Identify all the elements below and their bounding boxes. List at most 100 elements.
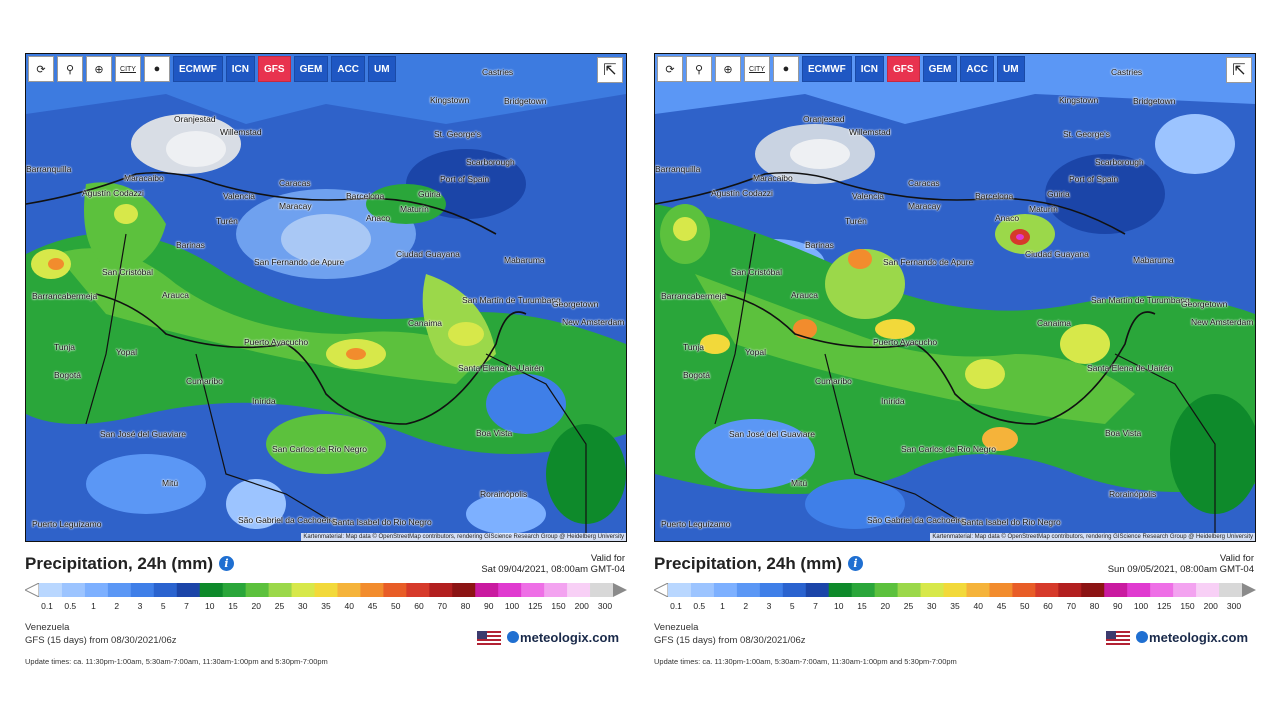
city-label: Güiria <box>418 189 441 199</box>
city-label: Kingstown <box>1059 95 1099 105</box>
info-icon[interactable]: i <box>218 556 234 571</box>
zoom-icon[interactable]: ⊕ <box>86 56 112 82</box>
legend-swatch <box>590 583 614 597</box>
legend-tick-label: 90 <box>1113 601 1123 611</box>
city-label: Castries <box>1111 67 1143 77</box>
dot-icon[interactable]: ● <box>773 56 799 82</box>
info-icon[interactable]: i <box>847 556 863 571</box>
legend-swatch <box>943 583 967 597</box>
city-label: Santa Isabel do Rio Negro <box>961 517 1061 527</box>
legend-tick-label: 30 <box>298 601 308 611</box>
legend-swatch <box>544 583 568 597</box>
model-gfs-button[interactable]: GFS <box>887 56 920 82</box>
city-label: Tunja <box>683 342 704 352</box>
legend-swatch <box>39 583 63 597</box>
update-times: Update times: ca. 11:30pm-1:00am, 5:30am… <box>25 657 328 666</box>
precipitation-field <box>655 54 1255 541</box>
meteologix-logo[interactable]: meteologix.com <box>507 630 619 645</box>
model-um-button[interactable]: UM <box>997 56 1025 82</box>
legend-swatch <box>851 583 876 597</box>
us-flag-icon[interactable] <box>477 630 502 645</box>
city-label: San José del Guaviare <box>729 429 815 439</box>
city-label: Mitú <box>791 478 808 488</box>
legend-tick-label: 5 <box>789 601 795 611</box>
city-label: Cumaribo <box>186 376 223 386</box>
precipitation-field <box>26 54 626 541</box>
city-label: Rorainópolis <box>480 489 528 499</box>
legend-swatch <box>176 583 201 597</box>
city-label: Scarborough <box>1095 157 1144 167</box>
legend-swatch <box>61 583 86 597</box>
city-label: Puerto Ayacucho <box>244 337 309 347</box>
legend-tick-label: 80 <box>460 601 471 611</box>
legend-tick-label: 1 <box>91 601 96 611</box>
city-label: Willemstad <box>849 127 891 137</box>
precipitation-map[interactable]: ⟳ ⚲ ⊕ CITY ● ECMWF ICN GFS GEM ACC UM ⇱ … <box>654 53 1256 542</box>
city-label: Oranjestad <box>803 114 845 124</box>
legend-tick-label: 70 <box>1066 601 1076 611</box>
region-label: Venezuela <box>654 622 699 633</box>
legend-tick-label: 3 <box>137 601 143 611</box>
legend-arrow-low <box>654 583 669 597</box>
legend-swatch <box>314 583 338 597</box>
globe-icon <box>1136 631 1149 643</box>
legend-tick-label: 15 <box>228 601 238 611</box>
dot-icon[interactable]: ● <box>144 56 170 82</box>
legend-arrow-high <box>613 583 627 597</box>
legend-swatch <box>475 583 499 597</box>
city-label: Port of Spain <box>440 174 490 184</box>
legend-swatch <box>805 583 830 597</box>
model-acc-button[interactable]: ACC <box>960 56 995 82</box>
meteologix-logo[interactable]: meteologix.com <box>1136 630 1248 645</box>
city-label: Maracay <box>908 201 941 211</box>
legend-swatch <box>713 583 738 597</box>
city-label: Güiria <box>1047 189 1070 199</box>
legend-swatch <box>130 583 155 597</box>
legend-tick-label: 25 <box>274 601 285 611</box>
location-pin-icon[interactable]: ⚲ <box>57 56 83 82</box>
city-label: São Gabriel da Cachoeira <box>238 515 336 525</box>
city-label: Santa Elena de Uairén <box>458 363 544 373</box>
legend-tick-label: 0.1 <box>670 601 682 611</box>
city-label: Boa Vista <box>1105 428 1142 438</box>
model-gfs-button[interactable]: GFS <box>258 56 291 82</box>
zoom-icon[interactable]: ⊕ <box>715 56 741 82</box>
refresh-icon[interactable]: ⟳ <box>28 56 54 82</box>
legend-tick-label: 30 <box>927 601 937 611</box>
share-icon[interactable]: ⇱ <box>1226 57 1252 83</box>
legend-tick-label: 150 <box>1180 601 1195 611</box>
city-toggle-icon[interactable]: CITY <box>744 56 770 82</box>
globe-icon <box>507 631 520 643</box>
valid-time: Valid for Sat 09/04/2021, 08:00am GMT-04 <box>481 553 625 575</box>
model-um-button[interactable]: UM <box>368 56 396 82</box>
city-toggle-icon[interactable]: CITY <box>115 56 141 82</box>
city-label: San Fernando de Apure <box>254 257 345 267</box>
city-label: Yopal <box>116 347 137 357</box>
city-label: Caracas <box>279 178 311 188</box>
city-label: Arauca <box>162 290 189 300</box>
city-label: Valencia <box>223 191 255 201</box>
legend-tick-label: 45 <box>367 601 378 611</box>
model-icn-button[interactable]: ICN <box>225 56 256 82</box>
location-pin-icon[interactable]: ⚲ <box>686 56 712 82</box>
model-gem-button[interactable]: GEM <box>922 56 958 82</box>
city-label: Inírida <box>252 396 276 406</box>
legend-tick-label: 50 <box>1020 601 1030 611</box>
city-label: Georgetown <box>1181 299 1228 309</box>
model-ecmwf-button[interactable]: ECMWF <box>802 56 852 82</box>
model-acc-button[interactable]: ACC <box>331 56 366 82</box>
legend-swatch <box>736 583 761 597</box>
city-label: Maracay <box>279 201 312 211</box>
legend-swatch <box>759 583 784 597</box>
model-gem-button[interactable]: GEM <box>293 56 329 82</box>
legend-tick-label: 125 <box>528 601 543 611</box>
model-run-label: GFS (15 days) from 08/30/2021/06z <box>654 635 806 646</box>
model-ecmwf-button[interactable]: ECMWF <box>173 56 223 82</box>
us-flag-icon[interactable] <box>1106 630 1131 645</box>
model-icn-button[interactable]: ICN <box>854 56 885 82</box>
city-label: San Martín de Turumbang <box>1091 295 1190 305</box>
share-icon[interactable]: ⇱ <box>597 57 623 83</box>
refresh-icon[interactable]: ⟳ <box>657 56 683 82</box>
forecast-meta: Venezuela GFS (15 days) from 08/30/2021/… <box>25 621 177 647</box>
precipitation-map[interactable]: ⟳ ⚲ ⊕ CITY ● ECMWF ICN GFS GEM ACC UM ⇱ … <box>25 53 627 542</box>
